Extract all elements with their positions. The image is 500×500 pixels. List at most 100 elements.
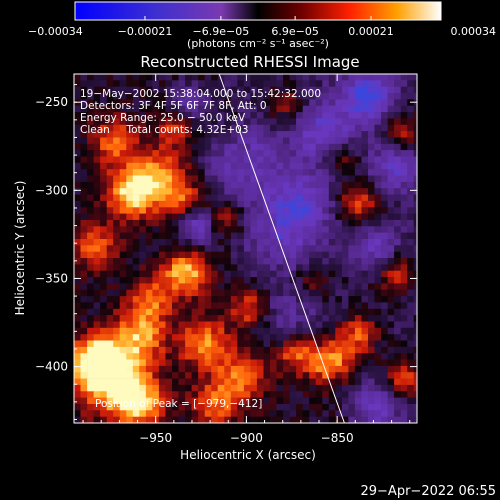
heatmap-cell (315, 232, 323, 240)
heatmap-cell (106, 410, 114, 417)
heatmap-cell (126, 118, 134, 126)
heatmap-cell (106, 353, 114, 360)
heatmap-cell (93, 188, 101, 195)
heatmap-cell (270, 378, 277, 386)
heatmap-cell (172, 188, 179, 195)
heatmap-cell (243, 308, 251, 316)
heatmap-cell (276, 416, 284, 423)
heatmap-cell (256, 112, 264, 119)
heatmap-cell (394, 137, 401, 145)
heatmap-cell (158, 105, 166, 113)
heatmap-cell (126, 86, 134, 94)
heatmap-cell (80, 118, 88, 126)
heatmap-cell (185, 219, 192, 227)
heatmap-cell (100, 334, 107, 341)
heatmap-cell (250, 99, 258, 107)
heatmap-cell (270, 219, 277, 227)
heatmap-cell (368, 410, 375, 417)
heatmap-cell (374, 384, 382, 392)
heatmap-cell (198, 175, 205, 183)
heatmap-cell (322, 200, 330, 208)
heatmap-cell (100, 239, 107, 246)
heatmap-cell (237, 74, 245, 81)
heatmap-cell (113, 264, 121, 272)
heatmap-cell (289, 200, 297, 208)
heatmap-cell (354, 289, 362, 297)
heatmap-cell (152, 226, 160, 233)
heatmap-cell (407, 270, 415, 278)
heatmap-cell (256, 169, 264, 176)
heatmap-cell (361, 327, 369, 335)
heatmap-cell (119, 150, 127, 157)
heatmap-cell (132, 321, 140, 329)
heatmap-cell (87, 251, 94, 259)
heatmap-cell (204, 346, 212, 354)
heatmap-cell (198, 315, 205, 322)
heatmap-cell (119, 124, 127, 132)
heatmap-cell (145, 334, 153, 341)
heatmap-cell (243, 181, 251, 189)
heatmap-cell (80, 219, 88, 227)
heatmap-cell (361, 143, 369, 151)
heatmap-cell (139, 112, 147, 119)
heatmap-cell (237, 194, 245, 202)
heatmap-cell (217, 327, 225, 335)
heatmap-cell (374, 169, 382, 176)
heatmap-cell (224, 372, 232, 379)
heatmap-cell (185, 200, 192, 208)
heatmap-cell (132, 207, 140, 214)
heatmap-cell (250, 226, 258, 233)
colorbar-tick-label: −6.9e−05 (193, 25, 250, 38)
heatmap-cell (270, 391, 277, 398)
heatmap-cell (263, 410, 271, 417)
heatmap-cell (322, 391, 330, 398)
heatmap-cell (270, 258, 277, 265)
heatmap-cell (407, 264, 415, 272)
heatmap-cell (185, 112, 192, 119)
heatmap-cell (178, 74, 186, 81)
heatmap-cell (132, 296, 140, 303)
heatmap-cell (270, 302, 277, 310)
heatmap-cell (296, 416, 303, 423)
heatmap-cell (224, 302, 232, 310)
heatmap-cell (289, 124, 297, 132)
heatmap-cell (361, 213, 369, 221)
heatmap-cell (354, 162, 362, 170)
heatmap-cell (185, 194, 192, 202)
heatmap-cell (80, 365, 88, 373)
heatmap-cell (198, 226, 205, 233)
heatmap-cell (374, 334, 382, 341)
heatmap-cell (413, 194, 417, 202)
heatmap-cell (368, 327, 375, 335)
heatmap-cell (106, 74, 114, 81)
heatmap-cell (407, 232, 415, 240)
heatmap-cell (328, 105, 336, 113)
heatmap-cell (296, 277, 303, 284)
heatmap-cell (368, 251, 375, 259)
heatmap-cell (80, 384, 88, 392)
heatmap-cell (374, 404, 382, 411)
heatmap-cell (132, 131, 140, 138)
heatmap-cell (217, 251, 225, 259)
heatmap-cell (387, 118, 395, 126)
heatmap-cell (420, 150, 427, 157)
heatmap-cell (341, 105, 349, 113)
heatmap-cell (139, 315, 147, 322)
heatmap-cell (237, 270, 245, 278)
heatmap-cell (289, 372, 297, 379)
heatmap-cell (374, 346, 382, 354)
heatmap-cell (80, 397, 88, 405)
heatmap-cell (276, 410, 284, 417)
heatmap-cell (80, 232, 88, 240)
heatmap-cell (211, 112, 219, 119)
heatmap-cell (204, 372, 212, 379)
heatmap-cell (152, 207, 160, 214)
heatmap-cell (152, 213, 160, 221)
heatmap-cell (270, 169, 277, 176)
heatmap-cell (354, 169, 362, 176)
heatmap-cell (276, 118, 284, 126)
heatmap-cell (309, 118, 317, 126)
heatmap-cell (126, 340, 134, 348)
heatmap-cell (387, 245, 395, 252)
heatmap-cell (394, 194, 401, 202)
